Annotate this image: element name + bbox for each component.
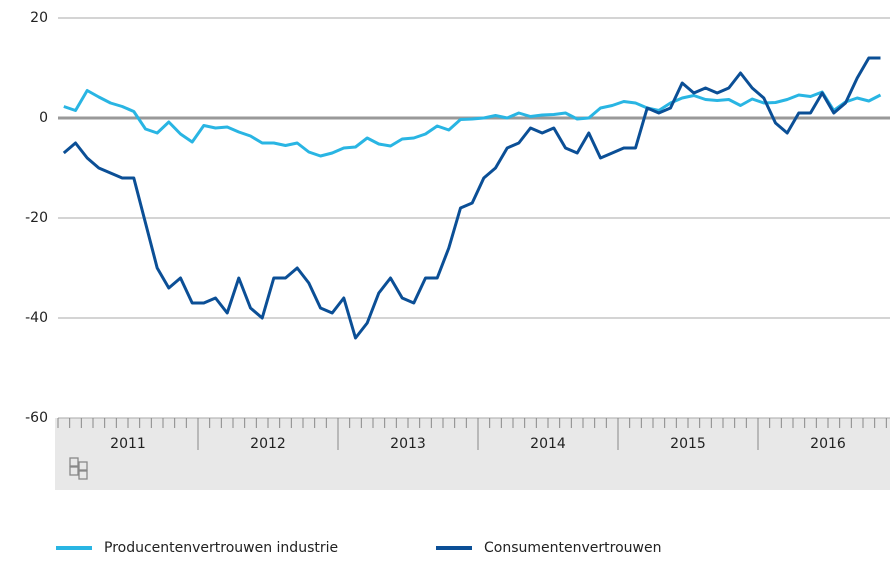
legend-label: Producentenvertrouwen industrie [104, 540, 338, 556]
y-tick-label: -40 [25, 310, 48, 326]
x-tick-label: 2015 [670, 436, 706, 452]
series-line [62, 56, 881, 340]
y-tick-label: -60 [25, 410, 48, 426]
y-tick-label: -20 [25, 210, 48, 226]
y-tick-label: 0 [39, 110, 48, 126]
y-tick-label: 20 [30, 10, 48, 26]
series-line [63, 89, 882, 158]
x-tick-label: 2014 [530, 436, 566, 452]
legend-label: Consumentenvertrouwen [484, 540, 661, 556]
x-tick-label: 2013 [390, 436, 426, 452]
x-tick-label: 2011 [110, 436, 146, 452]
x-tick-label: 2012 [250, 436, 286, 452]
x-tick-label: 2016 [810, 436, 846, 452]
cbs-logo [69, 457, 88, 480]
x-axis-band [55, 418, 890, 490]
